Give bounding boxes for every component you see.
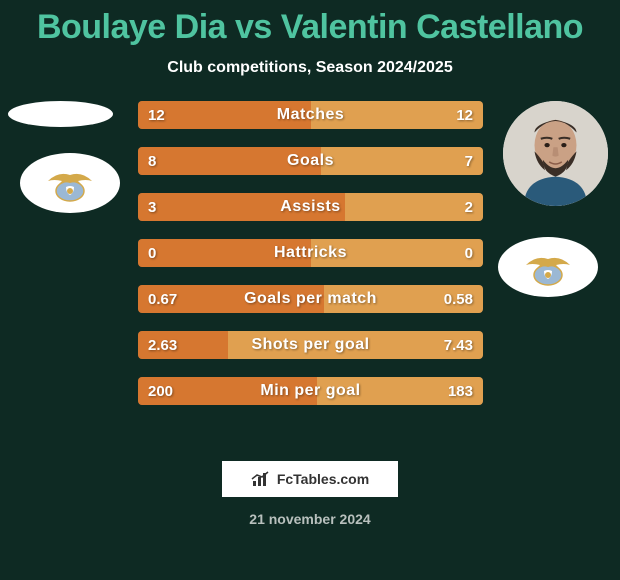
stat-row: 200183Min per goal [138,377,483,405]
club-logo-left [20,153,120,213]
club-logo-right [498,237,598,297]
subtitle: Club competitions, Season 2024/2025 [0,59,620,77]
page-title: Boulaye Dia vs Valentin Castellano [0,0,620,47]
comparison-card: Boulaye Dia vs Valentin Castellano Club … [0,0,620,580]
player-left-avatar [8,101,113,127]
stat-label: Shots per goal [138,336,483,354]
stat-label: Goals per match [138,290,483,308]
lazio-logo-icon [518,247,578,287]
player-right-avatar [503,101,608,206]
footer-brand-text: FcTables.com [277,471,369,487]
stat-label: Min per goal [138,382,483,400]
date-text: 21 november 2024 [0,511,620,527]
stat-label: Goals [138,152,483,170]
stat-row: 1212Matches [138,101,483,129]
chart-icon [251,471,271,487]
stat-label: Hattricks [138,244,483,262]
stat-label: Assists [138,198,483,216]
stat-row: 87Goals [138,147,483,175]
stat-label: Matches [138,106,483,124]
stats-bars: 1212Matches 87Goals 32Assists 00Hattricks 0.… [138,101,483,405]
stat-row: 32Assists [138,193,483,221]
lazio-logo-icon [40,163,100,203]
content-area: 1212Matches 87Goals 32Assists 00Hattricks 0.… [0,101,620,441]
footer-brand: FcTables.com [222,461,398,497]
stat-row: 00Hattricks [138,239,483,267]
stat-row: 2.637.43Shots per goal [138,331,483,359]
stat-row: 0.670.58Goals per match [138,285,483,313]
